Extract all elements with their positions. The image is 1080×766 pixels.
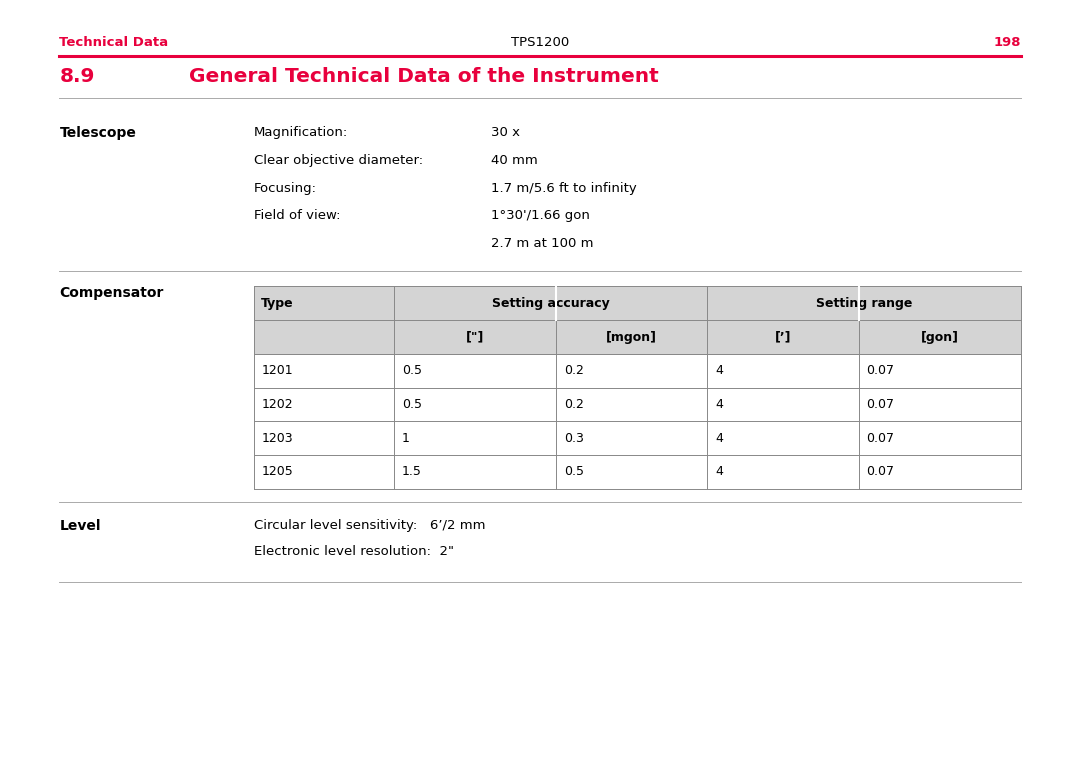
Text: 0.2: 0.2: [564, 365, 583, 377]
Text: 8.9: 8.9: [59, 67, 95, 86]
Text: Setting range: Setting range: [815, 297, 913, 309]
Text: 0.07: 0.07: [866, 398, 894, 411]
Text: 0.3: 0.3: [564, 432, 583, 444]
Text: 1.5: 1.5: [402, 466, 421, 478]
Text: ["]: ["]: [465, 331, 485, 343]
Text: 1°30'/1.66 gon: 1°30'/1.66 gon: [491, 209, 591, 222]
Bar: [394, 388, 556, 421]
Text: Circular level sensitivity:   6’/2 mm: Circular level sensitivity: 6’/2 mm: [254, 519, 485, 532]
Bar: [254, 421, 394, 455]
Text: [’]: [’]: [774, 331, 792, 343]
Text: TPS1200: TPS1200: [511, 37, 569, 49]
Text: 1203: 1203: [261, 432, 293, 444]
Text: 40 mm: 40 mm: [491, 154, 538, 167]
Bar: [859, 421, 1021, 455]
Bar: [254, 455, 394, 489]
Bar: [707, 421, 859, 455]
Text: 198: 198: [994, 37, 1021, 49]
Bar: [394, 320, 556, 354]
Text: 4: 4: [715, 365, 723, 377]
Bar: [556, 388, 707, 421]
Text: Technical Data: Technical Data: [59, 37, 168, 49]
Text: Focusing:: Focusing:: [254, 182, 316, 195]
Text: Magnification:: Magnification:: [254, 126, 348, 139]
Text: 0.07: 0.07: [866, 432, 894, 444]
Bar: [707, 320, 859, 354]
Text: 0.07: 0.07: [866, 365, 894, 377]
Bar: [556, 455, 707, 489]
Text: General Technical Data of the Instrument: General Technical Data of the Instrument: [189, 67, 659, 86]
Text: 0.5: 0.5: [402, 365, 422, 377]
Text: 4: 4: [715, 432, 723, 444]
Text: 4: 4: [715, 466, 723, 478]
Bar: [394, 286, 707, 320]
Text: Setting accuracy: Setting accuracy: [491, 297, 610, 309]
Text: 0.5: 0.5: [402, 398, 422, 411]
Bar: [707, 286, 1021, 320]
Bar: [254, 388, 394, 421]
Text: 1205: 1205: [261, 466, 293, 478]
Bar: [254, 320, 394, 354]
Text: 30 x: 30 x: [491, 126, 521, 139]
Text: Telescope: Telescope: [59, 126, 136, 140]
Bar: [556, 354, 707, 388]
Bar: [394, 354, 556, 388]
Bar: [707, 388, 859, 421]
Text: 1: 1: [402, 432, 409, 444]
Text: Level: Level: [59, 519, 100, 533]
Bar: [254, 354, 394, 388]
Text: Field of view:: Field of view:: [254, 209, 340, 222]
Text: Type: Type: [261, 297, 294, 309]
Bar: [556, 320, 707, 354]
Bar: [556, 421, 707, 455]
Bar: [254, 286, 394, 320]
Text: [mgon]: [mgon]: [606, 331, 658, 343]
Bar: [859, 388, 1021, 421]
Text: 0.5: 0.5: [564, 466, 584, 478]
Bar: [394, 421, 556, 455]
Text: Electronic level resolution:  2": Electronic level resolution: 2": [254, 545, 454, 558]
Text: 0.07: 0.07: [866, 466, 894, 478]
Text: 2.7 m at 100 m: 2.7 m at 100 m: [491, 237, 594, 250]
Text: 1202: 1202: [261, 398, 293, 411]
Text: 0.2: 0.2: [564, 398, 583, 411]
Text: Clear objective diameter:: Clear objective diameter:: [254, 154, 423, 167]
Bar: [859, 455, 1021, 489]
Bar: [859, 320, 1021, 354]
Text: 4: 4: [715, 398, 723, 411]
Bar: [707, 455, 859, 489]
Bar: [859, 354, 1021, 388]
Bar: [394, 455, 556, 489]
Text: [gon]: [gon]: [920, 331, 959, 343]
Text: 1.7 m/5.6 ft to infinity: 1.7 m/5.6 ft to infinity: [491, 182, 637, 195]
Text: 1201: 1201: [261, 365, 293, 377]
Bar: [707, 354, 859, 388]
Text: Compensator: Compensator: [59, 286, 164, 300]
